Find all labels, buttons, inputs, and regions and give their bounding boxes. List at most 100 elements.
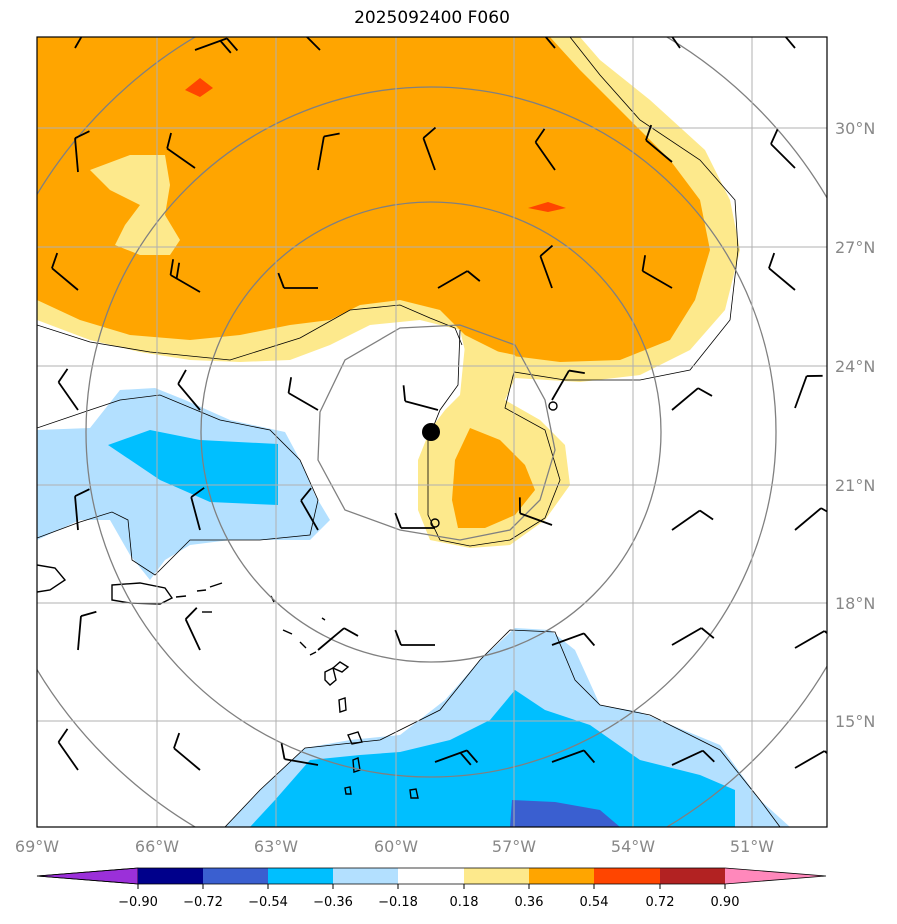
wind-barb-flag <box>296 11 303 26</box>
wind-barb-flag <box>51 252 59 269</box>
wind-barb-staff <box>642 270 673 289</box>
wind-barb-flag <box>773 8 781 22</box>
positive-band-orange <box>37 37 710 362</box>
colorbar-label: 0.18 <box>450 895 479 910</box>
strong-positive-spot <box>528 202 566 212</box>
lon-label: 60°W <box>374 837 418 856</box>
wind-barb-staff <box>434 749 468 763</box>
wind-barb-flag <box>226 37 239 52</box>
wind-barb-staff <box>519 512 553 526</box>
wind-barb-staff <box>794 750 825 769</box>
colorbar-segment <box>660 868 725 884</box>
wind-barb-staff <box>305 37 321 51</box>
colorbar-segment <box>138 868 203 884</box>
colorbar-label: −0.90 <box>118 895 158 910</box>
gridlines <box>37 37 827 827</box>
wind-barb-flag <box>343 627 359 637</box>
wind-barb-flag <box>169 259 175 276</box>
wind-barb-flag <box>697 387 713 397</box>
wind-barb-staff <box>74 138 79 173</box>
wind-barb-flag <box>700 627 715 639</box>
wind-barb-staff <box>551 370 570 401</box>
field-contours <box>37 37 781 827</box>
colorbar-segment <box>268 868 333 884</box>
wind-barb-staff <box>671 749 704 766</box>
colorbar-label: −0.36 <box>313 895 353 910</box>
wind-barb-flag <box>422 126 437 139</box>
wind-barb-flag <box>177 369 187 385</box>
wind-barb-staff <box>794 507 822 531</box>
wind-barb-flag <box>166 132 172 149</box>
wind-barb-flag <box>57 728 69 743</box>
wind-barb-flag <box>57 368 69 383</box>
lon-label: 51°W <box>730 837 774 856</box>
wind-barb-flag <box>459 752 472 766</box>
wind-barb-staff <box>51 267 79 291</box>
colorbar-segment <box>398 868 464 884</box>
wind-barb-flag <box>534 128 546 143</box>
wind-barb-staff <box>74 496 79 531</box>
wind-barb-staff <box>300 500 319 531</box>
west-negative-mid <box>108 430 278 505</box>
wind-barb-flag <box>583 749 596 764</box>
colorbar-segment <box>333 868 398 884</box>
range-rings <box>37 37 827 827</box>
wind-barb-staff <box>184 618 201 651</box>
lon-label: 54°W <box>611 837 655 856</box>
wind-barb-flag <box>770 128 779 145</box>
wind-barb-flag <box>175 262 181 279</box>
storm-center-marker <box>422 423 440 441</box>
wind-barb-staff <box>317 627 345 651</box>
wind-barb-staff <box>671 387 699 411</box>
lat-label: 30°N <box>835 119 875 138</box>
wind-barb-flag <box>402 385 407 402</box>
colorbar-label: 0.72 <box>646 895 675 910</box>
wind-barb-staff <box>770 143 796 169</box>
wind-barb-flag <box>394 629 402 646</box>
wind-barb-flag <box>466 270 481 282</box>
lat-label: 15°N <box>835 712 875 731</box>
south-negative-strong <box>510 800 620 827</box>
colorbar-low-extend <box>36 867 139 885</box>
lon-label: 57°W <box>492 837 536 856</box>
colorbar-label: 0.54 <box>580 895 609 910</box>
colorbar-segment <box>529 868 594 884</box>
wind-barb-staff <box>437 270 468 289</box>
colorbar-segment <box>464 868 529 884</box>
wind-barb-flag <box>287 377 293 394</box>
wind-barb-staff <box>794 375 808 409</box>
wind-barb-flag <box>645 124 653 141</box>
wind-barb-staff <box>166 147 196 169</box>
lat-label: 18°N <box>835 594 875 613</box>
wind-barb-flag <box>568 369 585 375</box>
colorbar-segment <box>594 868 660 884</box>
wind-barb-staff <box>190 496 201 531</box>
wind-barb-flag <box>323 132 340 138</box>
wind-barb-staff <box>768 267 796 291</box>
colorbar-label: 0.36 <box>515 895 544 910</box>
lon-label: 63°W <box>254 837 298 856</box>
map-title: 2025092400 F060 <box>354 8 510 28</box>
colorbar-label: −0.18 <box>378 895 418 910</box>
lat-label: 21°N <box>835 476 875 495</box>
lon-label: 69°W <box>15 837 59 856</box>
wind-barb-staff <box>671 627 702 646</box>
wind-barb-flag <box>641 255 647 272</box>
wind-barb-staff <box>671 37 681 49</box>
colorbar-label: −0.72 <box>183 895 223 910</box>
wind-barb-flag <box>280 743 286 760</box>
lat-label: 24°N <box>835 357 875 376</box>
map-border <box>36 36 828 828</box>
wind-barb-staff <box>784 37 796 49</box>
wind-barb-flag <box>277 272 285 289</box>
wind-barb-staff <box>645 139 673 163</box>
wind-barb-staff <box>422 137 436 171</box>
colorbar-label: −0.54 <box>248 895 288 910</box>
wind-barb-staff <box>317 136 325 171</box>
wind-barb-staff <box>173 747 201 771</box>
wind-barb-flag <box>300 487 312 502</box>
wind-barb-flag <box>699 509 714 521</box>
wind-barb-flag <box>173 732 181 749</box>
wind-barb-staff <box>288 392 319 411</box>
